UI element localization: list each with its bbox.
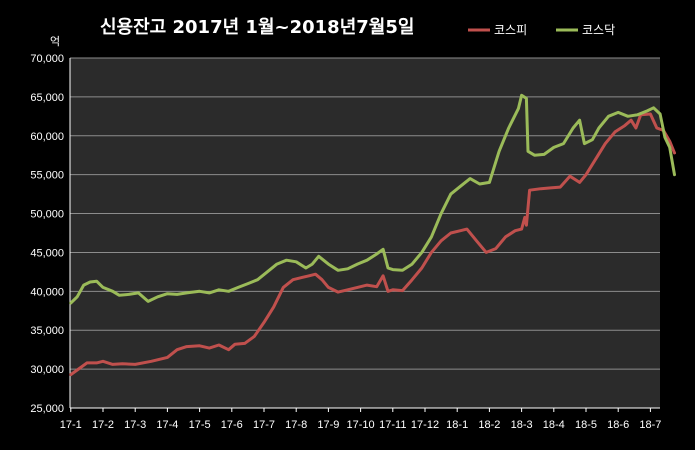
x-tick-label: 17-9 — [317, 419, 339, 431]
x-tick-label: 18-3 — [511, 419, 533, 431]
y-tick-label: 25,000 — [30, 403, 64, 415]
y-tick-label: 70,000 — [30, 53, 64, 65]
x-tick-label: 17-3 — [124, 419, 146, 431]
x-tick-label: 17-7 — [253, 419, 275, 431]
y-tick-label: 35,000 — [30, 325, 64, 337]
legend-label: 코스닥 — [582, 23, 615, 37]
y-axis-unit-label: 억 — [50, 35, 60, 48]
x-tick-label: 18-6 — [607, 419, 629, 431]
x-tick-label: 17-5 — [189, 419, 211, 431]
x-tick-label: 17-4 — [156, 419, 178, 431]
x-tick-label: 17-2 — [92, 419, 114, 431]
x-tick-label: 18-2 — [478, 419, 500, 431]
y-axis: 25,000 30,000 35,000 40,000 45,000 50,000 55,0… — [30, 53, 71, 415]
x-axis: 17-1 17-2 17-3 17-4 17-5 17-6 17-7 17-8 17-9 17-1… — [60, 407, 661, 431]
y-tick-label: 45,000 — [30, 247, 64, 259]
y-tick-label: 55,000 — [30, 170, 64, 182]
legend: 코스피 코스닥 — [468, 23, 615, 37]
y-tick-label: 50,000 — [30, 209, 64, 221]
x-tick-label: 17-6 — [221, 419, 243, 431]
x-tick-label: 18-4 — [543, 419, 565, 431]
x-tick-label: 17-12 — [411, 419, 439, 431]
x-tick-label: 17-1 — [60, 419, 82, 431]
y-tick-label: 40,000 — [30, 286, 64, 298]
x-tick-label: 18-1 — [446, 419, 468, 431]
kosdaq-series-line — [69, 93, 676, 305]
series-lines — [69, 93, 676, 377]
legend-label: 코스피 — [494, 23, 527, 37]
gridlines — [70, 57, 660, 370]
plot-area — [70, 58, 660, 408]
x-tick-label: 17-10 — [347, 419, 375, 431]
y-tick-label: 30,000 — [30, 364, 64, 376]
x-tick-label: 18-7 — [639, 419, 661, 431]
x-tick-label: 17-8 — [285, 419, 307, 431]
y-tick-label: 60,000 — [30, 131, 64, 143]
chart-title: 신용잔고 2017년 1월~2018년7월5일 — [100, 17, 414, 38]
x-tick-label: 17-11 — [379, 419, 406, 431]
y-tick-label: 65,000 — [30, 92, 64, 104]
x-tick-label: 18-5 — [575, 419, 597, 431]
kospi-series-line — [69, 112, 676, 377]
